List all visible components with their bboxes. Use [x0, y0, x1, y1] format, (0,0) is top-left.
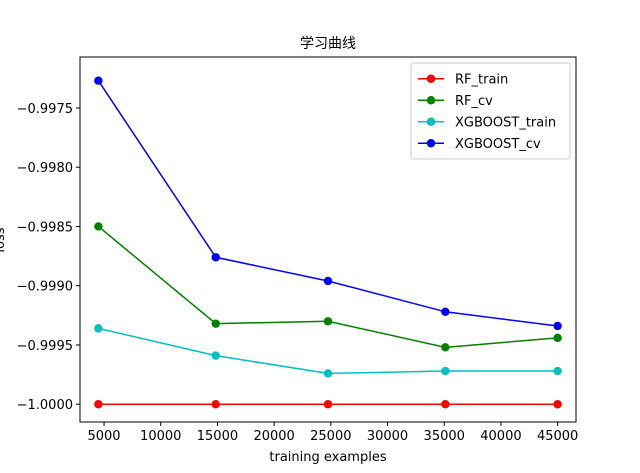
y-tick-label: −0.9990	[17, 280, 73, 295]
x-tick-label: 35000	[424, 429, 465, 444]
y-tick-label: −0.9985	[17, 220, 73, 235]
legend-marker-rf-cv	[426, 96, 436, 105]
data-point-rf-cv	[94, 222, 103, 231]
data-point-xgboost-cv	[441, 307, 450, 316]
x-tick-label: 30000	[367, 429, 408, 444]
x-tick-label: 45000	[537, 429, 578, 444]
data-point-xgboost-cv	[94, 76, 103, 85]
x-tick-label: 40000	[480, 429, 521, 444]
data-point-xgboost-train	[94, 324, 103, 333]
data-point-rf-train	[441, 400, 450, 409]
legend-label-xgboost-cv: XGBOOST_cv	[455, 137, 541, 152]
chart-title: 学习曲线	[300, 36, 356, 52]
data-point-xgboost-train	[441, 366, 450, 376]
legend: RF_train RF_cv XGBOOST_train XGBOOST_cv	[410, 62, 571, 160]
legend-frame	[410, 62, 571, 160]
plot-area-frame	[79, 56, 577, 423]
data-point-rf-train	[553, 400, 562, 409]
y-tick-label: −0.9980	[17, 161, 73, 176]
data-point-xgboost-cv	[211, 253, 220, 262]
legend-marker-rf-train	[426, 74, 436, 83]
legend-label-xgboost-train: XGBOOST_train	[455, 115, 556, 130]
y-tick-label: −0.9995	[17, 339, 73, 354]
legend-label-rf-train: RF_train	[455, 72, 508, 87]
legend-label-rf-cv: RF_cv	[455, 94, 493, 109]
data-point-xgboost-cv	[553, 321, 562, 331]
data-point-rf-train	[211, 400, 220, 409]
data-point-rf-cv	[441, 343, 450, 352]
x-tick-label: 10000	[140, 429, 181, 444]
y-tick-label: −1.0000	[17, 398, 73, 413]
x-axis-label: training examples	[269, 450, 386, 465]
x-axis: 5000 10000 15000 20000 25000 30000 35000 40000 4…	[87, 422, 578, 444]
data-point-rf-train	[323, 400, 333, 409]
data-point-xgboost-train	[211, 351, 220, 360]
x-tick-label: 25000	[310, 429, 351, 444]
x-tick-label: 20000	[253, 429, 294, 444]
series-line-rf-cv	[97, 225, 558, 349]
data-point-xgboost-train	[553, 366, 562, 376]
y-axis: −1.0000 −0.9995 −0.9990 −0.9985 −0.9980 −0.99…	[17, 102, 80, 413]
data-point-rf-train	[94, 400, 103, 409]
y-axis-label: loss	[0, 227, 8, 252]
legend-marker-xgboost-cv	[426, 139, 436, 148]
series-line-xgboost-train	[98, 327, 558, 375]
y-tick-label: −0.9975	[17, 102, 73, 117]
data-point-rf-cv	[211, 319, 220, 328]
x-tick-label: 15000	[197, 429, 238, 444]
data-point-xgboost-cv	[323, 276, 333, 286]
data-point-rf-cv	[323, 317, 333, 326]
legend-marker-xgboost-train	[426, 117, 436, 126]
data-point-rf-cv	[553, 333, 562, 343]
x-tick-label: 5000	[87, 429, 120, 444]
series-layer	[94, 76, 562, 409]
data-point-xgboost-train	[323, 369, 333, 378]
